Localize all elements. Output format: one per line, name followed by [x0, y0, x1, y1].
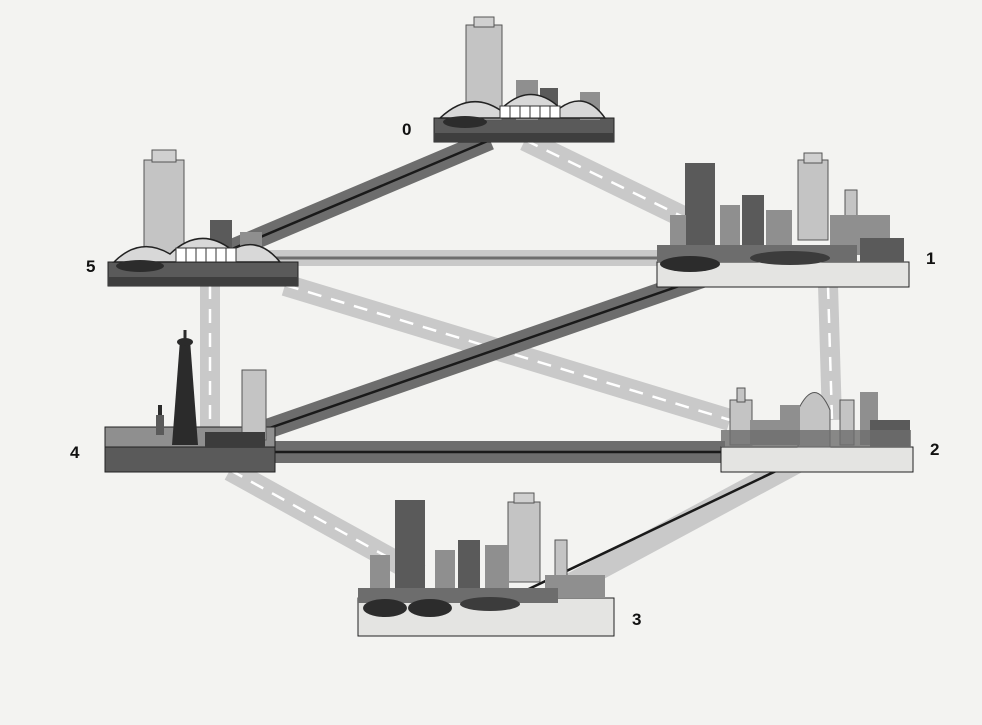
- edge-1-2: [818, 284, 842, 421]
- node-label-3: 3: [632, 610, 641, 629]
- city-node-5[interactable]: [107, 149, 299, 287]
- city-node-0[interactable]: [433, 16, 615, 143]
- city-node-3[interactable]: [357, 492, 615, 637]
- node-label-4: 4: [70, 443, 80, 462]
- city-node-1[interactable]: [656, 152, 910, 288]
- node-label-0: 0: [402, 120, 411, 139]
- edge-1-4: [231, 248, 764, 450]
- city-node-2[interactable]: [720, 387, 914, 473]
- node-labels: 0 1 2 3 4 5: [70, 120, 939, 629]
- edges: [200, 130, 842, 600]
- edge-4-3: [224, 460, 426, 585]
- edge-2-3-band: [554, 440, 826, 600]
- node-label-1: 1: [926, 249, 935, 268]
- node-label-2: 2: [930, 440, 939, 459]
- city-node-4[interactable]: [104, 330, 276, 473]
- node-label-5: 5: [86, 257, 95, 276]
- edge-0-5: [221, 130, 494, 262]
